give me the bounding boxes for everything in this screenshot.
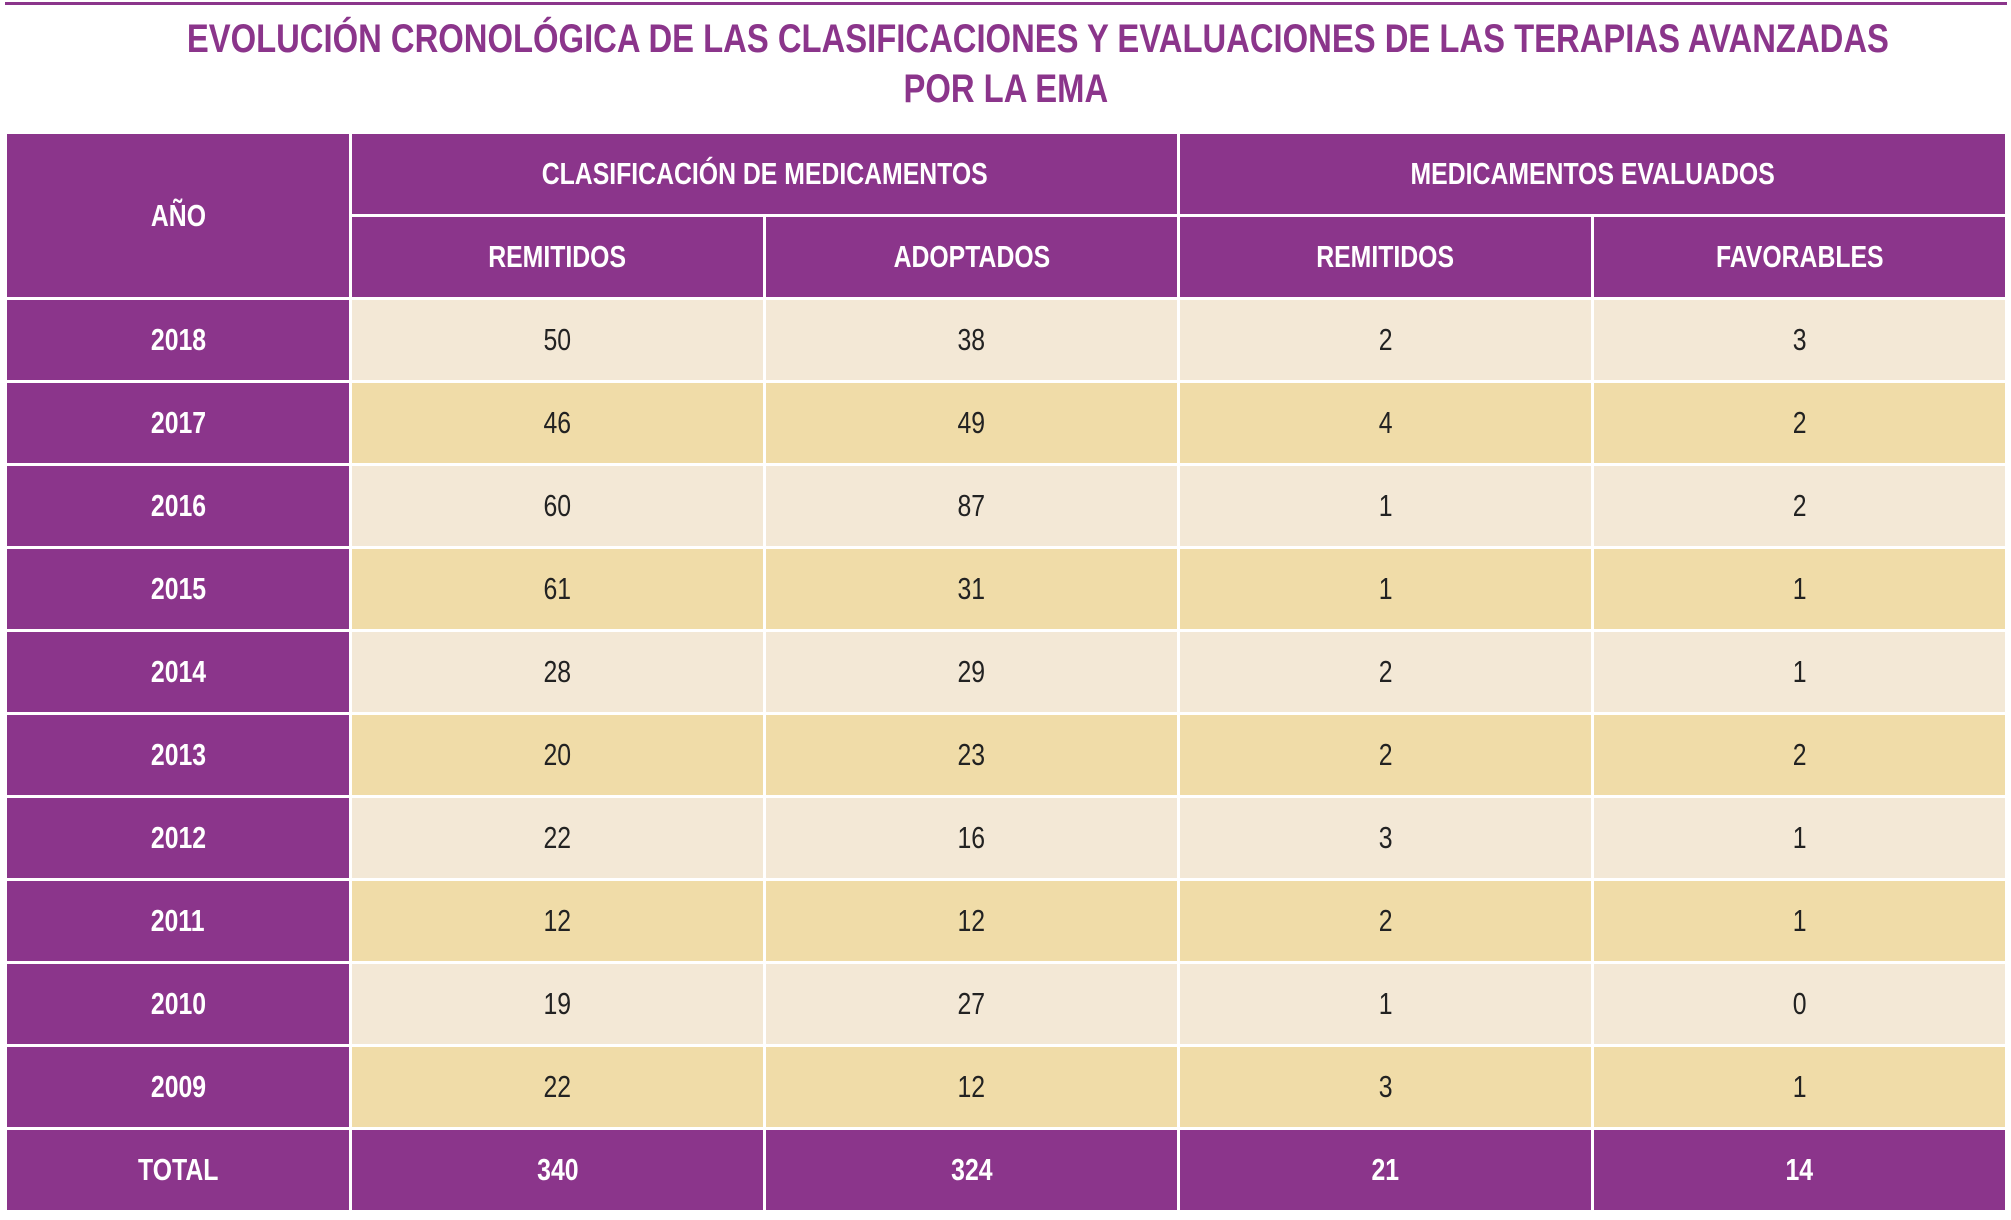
total-cell: 14 xyxy=(1591,1127,2008,1213)
data-table: AÑO CLASIFICACIÓN DE MEDICAMENTOS MEDICA… xyxy=(4,131,2008,1213)
year-cell: 2009 xyxy=(4,1044,352,1130)
value-cell: 1 xyxy=(1591,546,2008,632)
total-cell: 340 xyxy=(349,1127,766,1213)
value-cell: 1 xyxy=(1177,961,1594,1047)
table-row: 2018 50 38 2 3 xyxy=(4,297,2008,383)
table-row: 2014 28 29 2 1 xyxy=(4,629,2008,715)
value-cell: 31 xyxy=(763,546,1180,632)
table-row: 2013 20 23 2 2 xyxy=(4,712,2008,798)
year-cell: 2011 xyxy=(4,878,352,964)
header-evaluados: MEDICAMENTOS EVALUADOS xyxy=(1177,131,2008,217)
value-cell: 4 xyxy=(1177,380,1594,466)
value-cell: 22 xyxy=(349,1044,766,1130)
value-cell: 38 xyxy=(763,297,1180,383)
value-cell: 61 xyxy=(349,546,766,632)
value-cell: 1 xyxy=(1591,1044,2008,1130)
value-cell: 27 xyxy=(763,961,1180,1047)
value-cell: 22 xyxy=(349,795,766,881)
value-cell: 49 xyxy=(763,380,1180,466)
year-cell: 2014 xyxy=(4,629,352,715)
top-rule xyxy=(5,2,2007,5)
value-cell: 2 xyxy=(1591,712,2008,798)
table-row: 2011 12 12 2 1 xyxy=(4,878,2008,964)
value-cell: 2 xyxy=(1177,878,1594,964)
year-cell: 2018 xyxy=(4,297,352,383)
value-cell: 1 xyxy=(1591,629,2008,715)
year-cell: 2012 xyxy=(4,795,352,881)
title-line-1: EVOLUCIÓN CRONOLÓGICA DE LAS CLASIFICACI… xyxy=(186,17,1889,61)
value-cell: 3 xyxy=(1591,297,2008,383)
total-cell: 324 xyxy=(763,1127,1180,1213)
title-line-2: POR LA EMA xyxy=(903,67,1108,111)
header-col: REMITIDOS xyxy=(1177,214,1594,300)
total-label: TOTAL xyxy=(4,1127,352,1213)
value-cell: 28 xyxy=(349,629,766,715)
value-cell: 2 xyxy=(1591,463,2008,549)
total-cell: 21 xyxy=(1177,1127,1594,1213)
value-cell: 50 xyxy=(349,297,766,383)
table-row: 2009 22 12 3 1 xyxy=(4,1044,2008,1130)
header-clasificacion: CLASIFICACIÓN DE MEDICAMENTOS xyxy=(349,131,1180,217)
header-col: ADOPTADOS xyxy=(763,214,1180,300)
value-cell: 2 xyxy=(1591,380,2008,466)
value-cell: 2 xyxy=(1177,712,1594,798)
header-col: FAVORABLES xyxy=(1591,214,2008,300)
page-title: EVOLUCIÓN CRONOLÓGICA DE LAS CLASIFICACI… xyxy=(0,14,2011,114)
year-cell: 2016 xyxy=(4,463,352,549)
value-cell: 12 xyxy=(763,1044,1180,1130)
table-row: 2012 22 16 3 1 xyxy=(4,795,2008,881)
value-cell: 2 xyxy=(1177,297,1594,383)
value-cell: 3 xyxy=(1177,1044,1594,1130)
header-year: AÑO xyxy=(4,131,352,300)
value-cell: 29 xyxy=(763,629,1180,715)
value-cell: 1 xyxy=(1591,878,2008,964)
table-row: 2015 61 31 1 1 xyxy=(4,546,2008,632)
table-row: 2010 19 27 1 0 xyxy=(4,961,2008,1047)
year-cell: 2017 xyxy=(4,380,352,466)
year-cell: 2015 xyxy=(4,546,352,632)
value-cell: 1 xyxy=(1591,795,2008,881)
value-cell: 46 xyxy=(349,380,766,466)
value-cell: 20 xyxy=(349,712,766,798)
table-row: 2016 60 87 1 2 xyxy=(4,463,2008,549)
value-cell: 87 xyxy=(763,463,1180,549)
value-cell: 19 xyxy=(349,961,766,1047)
table-row: 2017 46 49 4 2 xyxy=(4,380,2008,466)
year-cell: 2013 xyxy=(4,712,352,798)
value-cell: 2 xyxy=(1177,629,1594,715)
value-cell: 1 xyxy=(1177,546,1594,632)
header-col: REMITIDOS xyxy=(349,214,766,300)
value-cell: 60 xyxy=(349,463,766,549)
value-cell: 12 xyxy=(763,878,1180,964)
value-cell: 3 xyxy=(1177,795,1594,881)
year-cell: 2010 xyxy=(4,961,352,1047)
total-row: TOTAL 340 324 21 14 xyxy=(4,1127,2008,1213)
value-cell: 23 xyxy=(763,712,1180,798)
value-cell: 16 xyxy=(763,795,1180,881)
value-cell: 0 xyxy=(1591,961,2008,1047)
value-cell: 12 xyxy=(349,878,766,964)
value-cell: 1 xyxy=(1177,463,1594,549)
